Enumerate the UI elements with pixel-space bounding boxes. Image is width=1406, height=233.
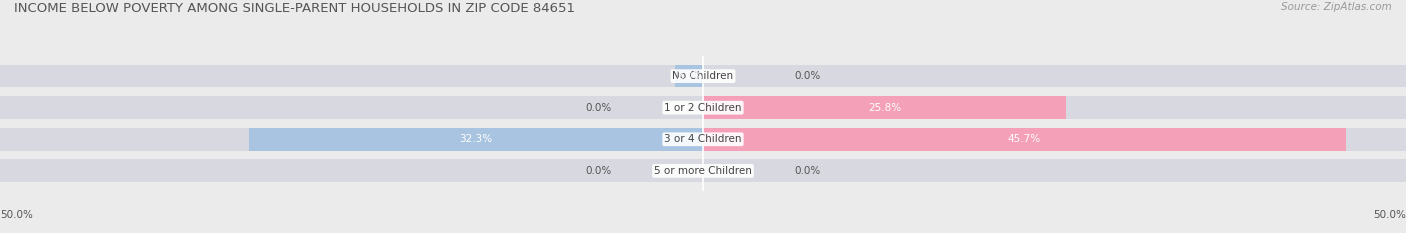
Bar xyxy=(249,128,703,151)
Text: 32.3%: 32.3% xyxy=(460,134,492,144)
Text: 45.7%: 45.7% xyxy=(1008,134,1040,144)
Text: 3 or 4 Children: 3 or 4 Children xyxy=(664,134,742,144)
Text: 1 or 2 Children: 1 or 2 Children xyxy=(664,103,742,113)
Text: 0.0%: 0.0% xyxy=(794,166,821,176)
Text: 0.0%: 0.0% xyxy=(585,166,612,176)
Bar xyxy=(703,96,1066,119)
Text: 2.0%: 2.0% xyxy=(676,71,702,81)
Text: 25.8%: 25.8% xyxy=(868,103,901,113)
Text: Source: ZipAtlas.com: Source: ZipAtlas.com xyxy=(1281,2,1392,12)
Bar xyxy=(703,128,1346,151)
Bar xyxy=(675,65,703,88)
Bar xyxy=(0,65,1406,88)
Text: 5 or more Children: 5 or more Children xyxy=(654,166,752,176)
Text: 50.0%: 50.0% xyxy=(0,210,32,220)
Text: 0.0%: 0.0% xyxy=(585,103,612,113)
Bar xyxy=(0,128,1406,151)
Text: 0.0%: 0.0% xyxy=(794,71,821,81)
Bar xyxy=(0,159,1406,182)
Text: No Children: No Children xyxy=(672,71,734,81)
Text: INCOME BELOW POVERTY AMONG SINGLE-PARENT HOUSEHOLDS IN ZIP CODE 84651: INCOME BELOW POVERTY AMONG SINGLE-PARENT… xyxy=(14,2,575,15)
Bar xyxy=(0,96,1406,119)
Text: 50.0%: 50.0% xyxy=(1374,210,1406,220)
